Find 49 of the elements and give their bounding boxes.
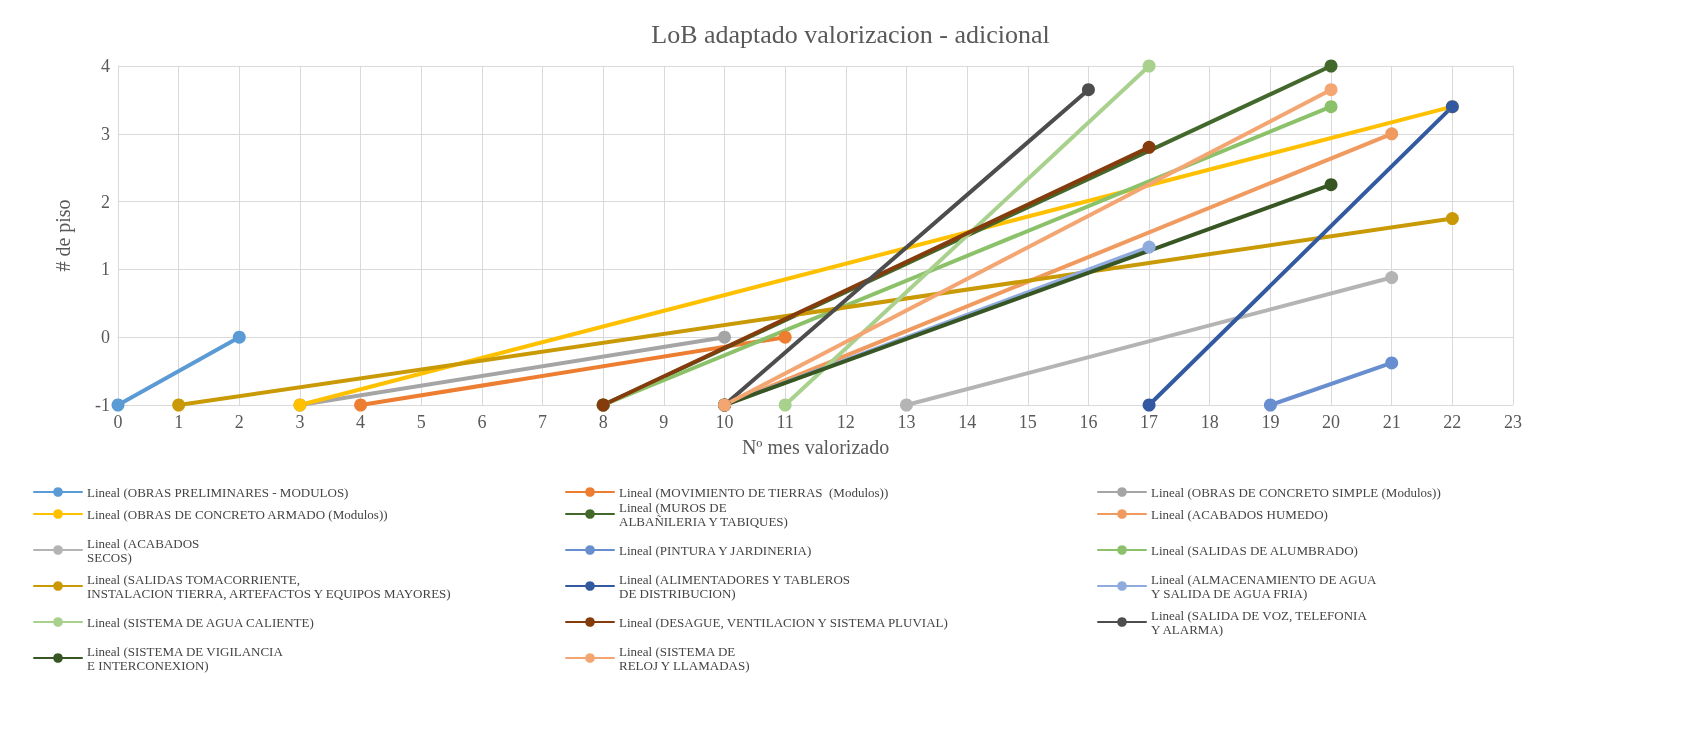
x-tick-label: 22: [1443, 412, 1462, 432]
x-tick-label: 10: [715, 412, 734, 432]
x-tick-label: 5: [416, 412, 426, 432]
x-tick-label: 3: [295, 412, 305, 432]
x-tick-label: 23: [1504, 412, 1522, 432]
x-tick-label: 8: [598, 412, 608, 432]
legend-label: Lineal (PINTURA Y JARDINERIA): [619, 542, 812, 558]
legend-label: Lineal (OBRAS PRELIMINARES - MODULOS): [87, 484, 349, 500]
legend-label: Lineal (ACABADOS SECOS): [87, 535, 200, 565]
legend-label: Lineal (ALMACENAMIENTO DE AGUA Y SALIDA DE AGUA FRIA): [1151, 571, 1378, 601]
legend-label: Lineal (ALIMENTADORES Y TABLEROS DE DISTRIBUCION): [619, 571, 851, 601]
x-tick-label: 13: [897, 412, 916, 432]
x-tick-label: 12: [836, 412, 855, 432]
x-tick-label: 9: [659, 412, 669, 432]
y-tick-label: 0: [101, 327, 110, 348]
y-tick-label: 3: [101, 123, 110, 144]
legend-label: Lineal (DESAGUE, VENTILACION Y SISTEMA PLUVIAL): [619, 614, 948, 630]
y-tick-label: 2: [101, 191, 110, 212]
y-tick-label: 1: [101, 259, 110, 280]
legend-label: Lineal (SALIDAS DE ALUMBRADO): [1151, 542, 1358, 558]
x-axis-title: Nº mes valorizado: [741, 436, 890, 458]
legend-label: Lineal (SISTEMA DE RELOJ Y LLAMADAS): [619, 643, 750, 673]
legend-label: Lineal (OBRAS DE CONCRETO SIMPLE (Modulos)): [1151, 484, 1441, 500]
x-tick-label: 14: [958, 412, 977, 432]
x-tick-label: 4: [356, 412, 366, 432]
x-tick-label: 20: [1322, 412, 1341, 432]
y-tick-label: -1: [95, 395, 110, 415]
legend-label: Lineal (SISTEMA DE AGUA CALIENTE): [87, 614, 314, 630]
chart-title: LoB adaptado valorizacion - adicional: [651, 19, 1050, 49]
x-tick-label: 21: [1382, 412, 1401, 432]
legend-label: Lineal (OBRAS DE CONCRETO ARMADO (Modulos)): [87, 506, 388, 522]
x-tick-label: 16: [1079, 412, 1098, 432]
x-tick-label: 2: [234, 412, 244, 432]
x-tick-label: 7: [538, 412, 548, 432]
legend-label: Lineal (ACABADOS HUMEDO): [1151, 506, 1328, 522]
x-tick-label: 11: [776, 412, 794, 432]
legend-label: Lineal (SALIDAS TOMACORRIENTE, INSTALACION TIERRA, ARTEFACTOS Y EQUIPOS MAYORES): [87, 571, 451, 601]
y-tick-label: 4: [101, 56, 110, 76]
x-tick-label: 15: [1018, 412, 1037, 432]
x-tick-label: 1: [174, 412, 184, 432]
y-axis-title: # de piso: [52, 199, 75, 272]
x-tick-label: 17: [1140, 412, 1159, 432]
x-tick-label: 19: [1261, 412, 1280, 432]
x-tick-label: 18: [1200, 412, 1219, 432]
legend-label: Lineal (MOVIMIENTO DE TIERRAS (Modulos)): [619, 484, 889, 500]
x-tick-label: 6: [477, 412, 487, 432]
legend-label: Lineal (SALIDA DE VOZ, TELEFONIA Y ALARMA): [1151, 607, 1368, 637]
legend-label: Lineal (SISTEMA DE VIGILANCIA E INTERCONEXION): [87, 643, 284, 673]
legend-label: Lineal (MUROS DE ALBAÑILERIA Y TABIQUES): [619, 499, 788, 529]
